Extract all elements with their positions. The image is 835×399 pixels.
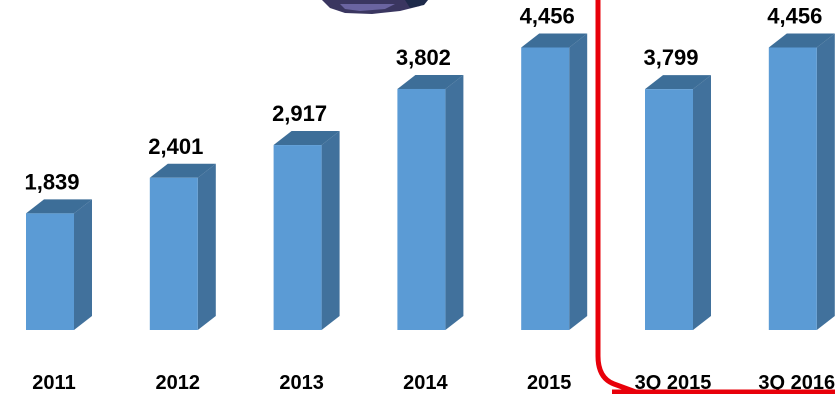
bar-side bbox=[569, 33, 588, 331]
data-label: 1,839 bbox=[24, 169, 79, 194]
bar-side bbox=[197, 163, 216, 330]
decorative-photo-fragment bbox=[322, 0, 428, 14]
bar-front bbox=[768, 47, 817, 331]
bar-top bbox=[26, 199, 92, 214]
data-label: 2,401 bbox=[148, 134, 203, 159]
bar-top bbox=[149, 163, 216, 178]
data-labels-group: 1,839 2,401 2,917 3,802 4,456 3,799 4,456 bbox=[24, 3, 822, 194]
bar-2012 bbox=[149, 163, 216, 330]
bar-2014 bbox=[397, 74, 464, 330]
bar-side bbox=[445, 74, 464, 330]
bar-front bbox=[149, 177, 198, 330]
bar-front bbox=[273, 145, 322, 330]
bar-front bbox=[645, 89, 693, 330]
bar-side bbox=[693, 75, 711, 330]
bar-front bbox=[397, 88, 446, 330]
category-label: 3Q 2015 bbox=[635, 372, 712, 394]
bar-front bbox=[26, 213, 74, 330]
category-labels-group: 2011 2012 2013 2014 2015 3Q 2015 3Q 2016 bbox=[32, 372, 835, 394]
category-label: 2012 bbox=[156, 372, 201, 394]
bar-side bbox=[74, 199, 92, 330]
bar-side bbox=[816, 33, 835, 331]
bar-top bbox=[645, 75, 711, 90]
bar-side bbox=[321, 131, 340, 330]
highlight-frame bbox=[595, 0, 835, 395]
bar-top bbox=[768, 33, 835, 48]
category-label: 2014 bbox=[403, 372, 448, 394]
category-label: 2015 bbox=[527, 372, 572, 394]
data-label: 4,456 bbox=[767, 3, 822, 28]
category-label: 3Q 2016 bbox=[758, 372, 835, 394]
bar-top bbox=[397, 74, 464, 89]
bars-group bbox=[26, 33, 835, 331]
category-label: 2011 bbox=[32, 372, 75, 394]
data-label: 3,799 bbox=[643, 45, 698, 70]
data-label: 4,456 bbox=[520, 3, 575, 28]
category-label: 2013 bbox=[279, 372, 324, 394]
bar-top bbox=[521, 33, 588, 48]
bar-2013 bbox=[273, 131, 340, 330]
data-label: 2,917 bbox=[272, 101, 327, 126]
bar-2011 bbox=[26, 199, 92, 330]
bar-front bbox=[521, 47, 570, 331]
bar-3q-2015 bbox=[645, 75, 711, 330]
data-label: 3,802 bbox=[396, 45, 451, 70]
bar-top bbox=[273, 131, 340, 146]
bar-2015 bbox=[521, 33, 588, 331]
bar-3q-2016 bbox=[768, 33, 835, 331]
